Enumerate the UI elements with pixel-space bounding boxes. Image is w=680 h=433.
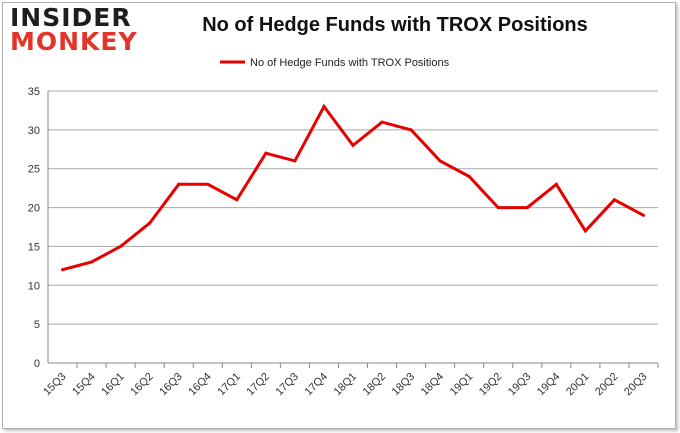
data-point [351, 143, 355, 147]
data-point [177, 182, 181, 186]
x-tick-label: 16Q1 [99, 371, 127, 399]
x-tick-label: 18Q1 [332, 371, 360, 399]
data-point [554, 182, 558, 186]
data-point [496, 206, 500, 210]
chart-frame [2, 2, 676, 429]
data-point [409, 128, 413, 132]
x-tick-labels: 15Q3 15Q4 16Q1 16Q2 16Q3 16Q4 17Q1 17Q2 17Q3 17Q4… [41, 371, 649, 399]
data-point [264, 151, 268, 155]
data-point [322, 105, 326, 109]
chart-title: No of Hedge Funds with TROX Positions [202, 14, 588, 36]
y-tick-label: 10 [28, 280, 40, 292]
logo-word-bottom: MONKEY [10, 27, 138, 56]
data-point [525, 206, 529, 210]
data-point [467, 174, 471, 178]
x-tick-label: 17Q2 [244, 371, 272, 399]
data-point [148, 221, 152, 225]
x-tick-label: 18Q3 [390, 371, 418, 399]
y-tick-label: 15 [28, 241, 40, 253]
x-tick-label: 19Q1 [448, 371, 476, 399]
y-tick-label: 25 [28, 164, 40, 176]
x-tick-label: 19Q4 [535, 371, 563, 399]
data-point [380, 120, 384, 124]
data-point [235, 198, 239, 202]
x-tick-label: 20Q1 [564, 371, 592, 399]
x-tick-label: 15Q3 [41, 371, 69, 399]
data-point [206, 182, 210, 186]
x-tick-label: 15Q4 [70, 371, 98, 399]
x-tick-label: 18Q4 [419, 371, 447, 399]
y-tick-label: 35 [28, 86, 40, 98]
x-tick-label: 17Q3 [274, 371, 302, 399]
x-tick-label: 17Q1 [215, 371, 243, 399]
gridlines [48, 90, 658, 364]
series-line [62, 103, 645, 272]
x-tick-label: 17Q4 [303, 371, 331, 399]
y-tick-label: 5 [34, 319, 40, 331]
x-tick-label: 16Q4 [186, 371, 214, 399]
x-tick-label: 16Q2 [128, 371, 156, 399]
data-point [583, 229, 587, 233]
y-tick-labels: 0 5 10 15 20 25 30 35 [28, 86, 40, 370]
y-tick-label: 30 [28, 125, 40, 137]
legend-label: No of Hedge Funds with TROX Positions [250, 57, 450, 69]
data-point [612, 198, 616, 202]
y-tick-label: 20 [28, 203, 40, 215]
data-point [293, 159, 297, 163]
axes [47, 91, 659, 368]
insider-monkey-logo: INSIDER MONKEY [10, 3, 138, 56]
logo-word-top: INSIDER [10, 3, 132, 32]
legend: No of Hedge Funds with TROX Positions [220, 57, 450, 69]
data-point [119, 244, 123, 248]
x-tick-label: 19Q2 [477, 371, 505, 399]
x-tick-label: 20Q2 [593, 371, 621, 399]
data-point [61, 268, 65, 272]
y-tick-label: 0 [34, 358, 40, 370]
data-point [90, 260, 94, 264]
data-point [438, 159, 442, 163]
data-point [641, 213, 645, 217]
series-layer [61, 103, 645, 272]
x-tick-label: 19Q3 [506, 371, 534, 399]
x-tick-label: 16Q3 [157, 371, 185, 399]
x-tick-label: 18Q2 [361, 371, 389, 399]
x-tick-label: 20Q3 [622, 371, 650, 399]
